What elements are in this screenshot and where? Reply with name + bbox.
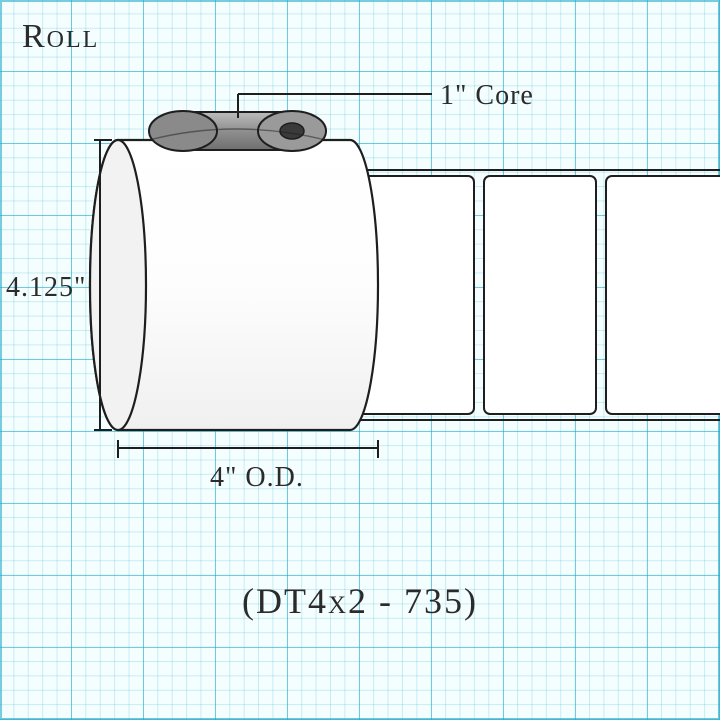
od-bracket: [118, 440, 378, 458]
roll-cylinder: [90, 140, 378, 430]
label-strip: [350, 170, 720, 420]
core-hole: [280, 123, 304, 139]
roll-diagram: [0, 0, 720, 720]
